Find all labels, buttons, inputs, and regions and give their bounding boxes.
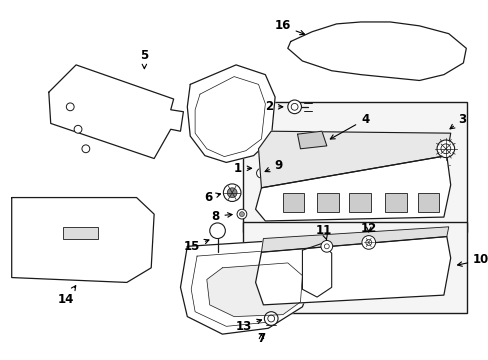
- Circle shape: [264, 312, 278, 325]
- Circle shape: [365, 239, 371, 246]
- Circle shape: [227, 188, 237, 198]
- Circle shape: [440, 144, 450, 154]
- Text: 10: 10: [457, 253, 488, 266]
- Bar: [385, 193, 406, 212]
- Polygon shape: [49, 65, 183, 158]
- Text: 9: 9: [264, 159, 283, 172]
- Bar: [243, 102, 467, 232]
- Text: 11: 11: [315, 224, 331, 240]
- Circle shape: [82, 145, 90, 153]
- Polygon shape: [302, 243, 331, 297]
- Text: 15: 15: [183, 239, 208, 253]
- Text: 7: 7: [257, 332, 265, 345]
- Circle shape: [287, 100, 301, 114]
- Text: 1: 1: [233, 162, 251, 175]
- Text: 3: 3: [449, 113, 466, 129]
- Text: 5: 5: [140, 49, 148, 69]
- Polygon shape: [187, 65, 275, 162]
- Circle shape: [436, 140, 454, 158]
- Bar: [243, 222, 467, 313]
- Polygon shape: [261, 227, 448, 252]
- Text: 6: 6: [204, 191, 220, 204]
- Circle shape: [223, 184, 241, 202]
- Polygon shape: [255, 237, 450, 305]
- Circle shape: [239, 212, 244, 217]
- Polygon shape: [255, 156, 450, 221]
- Polygon shape: [206, 263, 302, 316]
- Circle shape: [74, 125, 82, 133]
- Text: 12: 12: [360, 222, 376, 235]
- Bar: [283, 193, 304, 212]
- Polygon shape: [258, 131, 450, 188]
- Text: 14: 14: [58, 286, 76, 306]
- Polygon shape: [12, 198, 154, 283]
- Circle shape: [237, 209, 246, 219]
- Circle shape: [320, 240, 332, 252]
- Text: 2: 2: [264, 100, 282, 113]
- Circle shape: [209, 223, 225, 239]
- Bar: [348, 193, 370, 212]
- Polygon shape: [287, 22, 466, 81]
- Text: 4: 4: [329, 113, 368, 139]
- Bar: [316, 193, 338, 212]
- Circle shape: [361, 235, 375, 249]
- Circle shape: [291, 103, 297, 110]
- Circle shape: [324, 244, 328, 249]
- Polygon shape: [297, 131, 326, 149]
- Circle shape: [256, 168, 266, 178]
- Text: 13: 13: [235, 319, 261, 333]
- Text: 16: 16: [274, 19, 304, 35]
- Polygon shape: [180, 240, 313, 334]
- Circle shape: [66, 103, 74, 111]
- Bar: [417, 193, 438, 212]
- Bar: [63, 227, 98, 239]
- Text: 8: 8: [211, 210, 232, 222]
- Circle shape: [267, 315, 274, 322]
